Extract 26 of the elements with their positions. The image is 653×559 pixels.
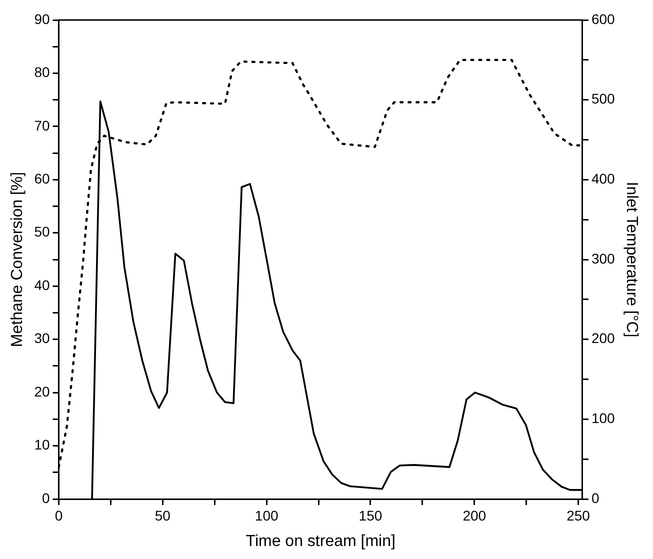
y-tick-label: 0 [42,490,50,506]
y2-tick-label: 200 [591,330,616,346]
x-tick-label: 250 [566,507,590,524]
y2-tick-label: 300 [591,250,616,266]
y-tick-label: 40 [34,276,50,293]
y-tick-label: 20 [34,383,50,400]
y-tick-label: 70 [34,117,50,134]
y2-tick-label: 400 [591,170,616,187]
y2-tick-label: 100 [591,410,616,426]
y-axis-title: Methane Conversion [%] [9,172,26,348]
x-tick-label: 150 [358,507,382,524]
x-tick-label: 50 [154,507,171,524]
x-tick-label: 200 [462,507,486,524]
x-axis-title: Time on stream [min] [246,532,396,550]
y-tick-label: 10 [34,436,50,453]
y2-tick-label: 500 [591,90,616,107]
y-tick-label: 90 [34,10,50,27]
y-tick-label: 80 [34,64,50,80]
y-tick-label: 50 [34,224,50,240]
y-tick-label: 30 [34,330,50,346]
x-tick-label: 100 [254,507,278,524]
x-tick-label: 0 [54,507,63,524]
y2-tick-label: 0 [591,490,600,506]
y2-tick-label: 600 [591,10,616,27]
y2-axis-title: Inlet Temperature [°C] [622,182,640,338]
y-tick-label: 60 [34,170,50,187]
